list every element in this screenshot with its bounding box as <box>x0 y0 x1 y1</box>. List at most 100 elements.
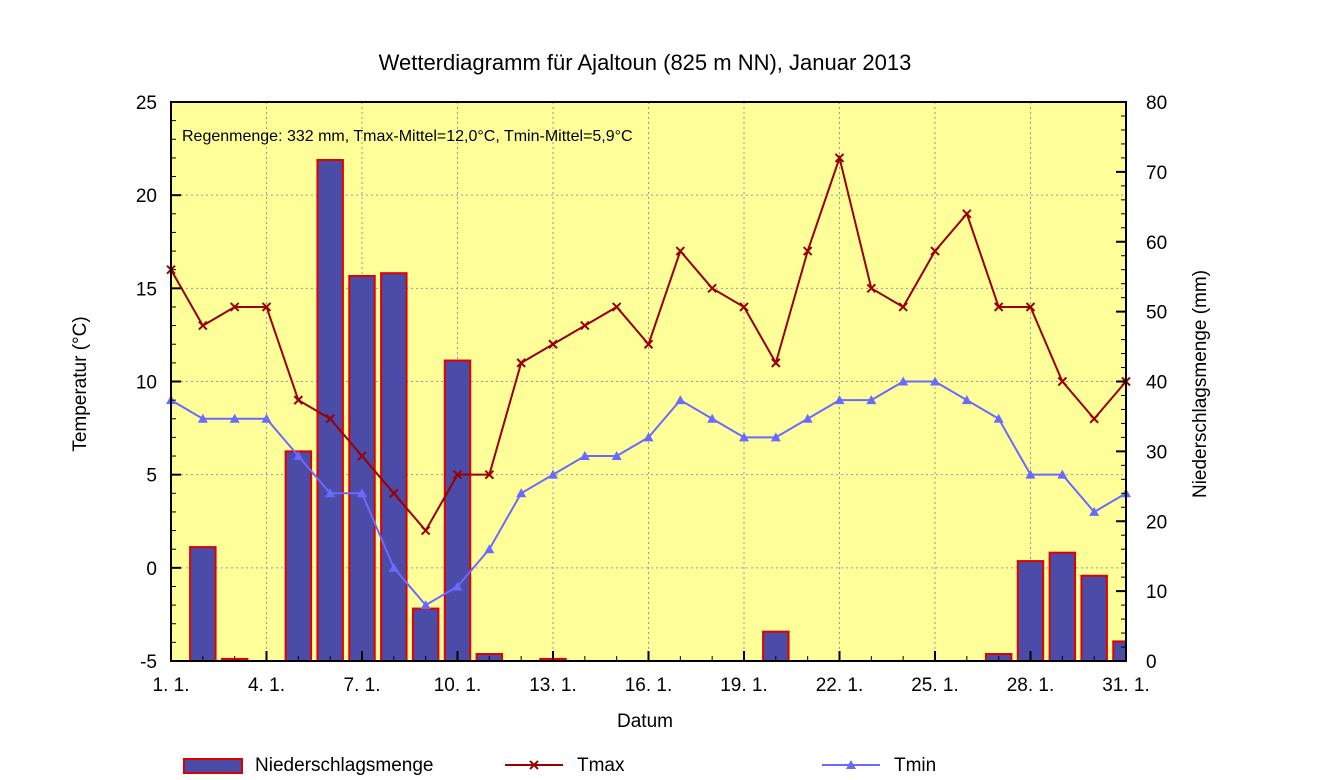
tmax-point-day-7 <box>357 451 367 461</box>
x-tick-label: 10. 1. <box>434 675 482 696</box>
x-tick-label: 28. 1. <box>1007 675 1055 696</box>
tmax-point-day-20 <box>771 358 781 368</box>
tmin-point-day-7 <box>357 488 367 498</box>
tmin-point-day-11 <box>484 544 495 554</box>
y-right-tick-label: 70 <box>1146 163 1167 184</box>
axis-tick-labels: -5 0 5 10 15 20 25 0 10 20 30 40 50 60 70 80 1. 1. 4. 1. 7… <box>136 93 1167 696</box>
tmin-point-day-5 <box>293 451 304 461</box>
y-left-tick-label: 25 <box>136 93 157 114</box>
y-right-tick-label: 30 <box>1146 442 1167 463</box>
tmin-point-day-23 <box>866 395 877 405</box>
tmax-point-day-18 <box>707 283 717 294</box>
legend-label-precipitation: Niederschlagsmenge <box>255 755 434 776</box>
tmin-point-day-26 <box>961 395 972 405</box>
x-tick-label: 22. 1. <box>816 675 864 696</box>
precipitation-bars <box>189 158 1128 663</box>
tmin-point-day-15 <box>611 451 622 461</box>
tmin-point-day-9 <box>420 600 431 610</box>
precip-bar-day-7 <box>348 274 376 662</box>
y-right-tick-label: 0 <box>1146 652 1157 673</box>
tmax-point-day-5 <box>293 395 304 405</box>
tmax-point-day-30 <box>1089 414 1099 424</box>
tmax-point-day-27 <box>993 302 1004 312</box>
tmax-point-day-9 <box>420 525 431 536</box>
x-tick-label: 31. 1. <box>1102 675 1150 696</box>
stats-annotation: Regenmenge: 332 mm, Tmax-Mittel=12,0°C, … <box>182 128 633 145</box>
y-left-tick-label: -5 <box>140 652 157 673</box>
y-left-tick-label: 20 <box>136 186 157 207</box>
tmin-point-day-16 <box>643 432 654 442</box>
precip-bar-day-2 <box>189 546 217 663</box>
chart-title: Wetterdiagramm für Ajaltoun (825 m NN), … <box>379 50 912 75</box>
tmin-point-day-6 <box>325 488 336 498</box>
legend-label-tmax: Tmax <box>577 755 625 776</box>
tmin-point-day-27 <box>993 413 1004 423</box>
y-left-tick-label: 5 <box>146 466 157 487</box>
x-tick-label: 4. 1. <box>248 675 285 696</box>
precip-bar-day-5 <box>284 450 313 662</box>
tmin-point-day-30 <box>1089 506 1100 516</box>
tmin-point-day-3 <box>229 413 240 423</box>
tmin-point-day-18 <box>707 413 718 423</box>
tmin-point-day-22 <box>834 395 845 405</box>
precip-bar-day-9 <box>411 607 440 662</box>
tmin-point-day-17 <box>675 395 686 405</box>
y-axis-label-right: Niederschlagsmenge (mm) <box>1190 270 1211 498</box>
tmin-point-day-10 <box>452 581 463 591</box>
tmin-point-day-2 <box>197 413 208 423</box>
y-right-tick-label: 80 <box>1146 93 1167 114</box>
tmax-point-day-21 <box>802 246 813 256</box>
x-tick-label: 25. 1. <box>911 675 959 696</box>
tmax-point-day-14 <box>580 320 590 331</box>
precip-bar-day-8 <box>380 272 408 662</box>
precip-bar-day-29 <box>1048 551 1077 662</box>
tmin-point-day-13 <box>548 469 558 479</box>
tmax-point-day-4 <box>261 302 272 312</box>
precip-bar-day-30 <box>1080 574 1108 662</box>
legend-label-tmin: Tmin <box>894 755 936 776</box>
tmax-point-day-25 <box>930 246 940 256</box>
y-right-tick-label: 60 <box>1146 233 1167 254</box>
tmax-point-day-13 <box>548 339 558 349</box>
x-tick-label: 19. 1. <box>720 675 768 696</box>
tmin-point-day-21 <box>802 413 813 423</box>
x-tick-label: 7. 1. <box>344 675 381 696</box>
x-tick-label: 13. 1. <box>529 675 577 696</box>
tmin-point-day-24 <box>898 376 909 386</box>
tmin-point-day-25 <box>930 376 940 386</box>
tmax-point-day-6 <box>325 414 335 424</box>
y-right-tick-label: 20 <box>1146 512 1167 533</box>
tmax-point-day-8 <box>389 488 399 499</box>
legend-marker-tmin <box>846 760 856 769</box>
tmax-point-day-22 <box>834 153 845 163</box>
y-right-tick-label: 10 <box>1146 582 1167 603</box>
tmax-point-day-23 <box>866 283 877 294</box>
tmax-point-day-3 <box>229 302 240 312</box>
tmax-point-day-10 <box>452 469 463 480</box>
x-axis-label: Datum <box>617 711 673 732</box>
tmin-point-day-29 <box>1057 469 1068 479</box>
y-right-tick-label: 40 <box>1146 373 1167 394</box>
tmin-point-day-4 <box>261 413 272 423</box>
tmax-point-day-16 <box>643 339 654 349</box>
tmin-point-day-19 <box>739 432 749 442</box>
tmax-point-day-12 <box>516 358 526 368</box>
y-axis-label-left: Temperatur (°C) <box>70 316 91 451</box>
y-right-tick-label: 50 <box>1146 303 1167 324</box>
tmax-point-day-24 <box>898 302 908 312</box>
tmax-point-day-28 <box>1025 302 1036 312</box>
tmax-point-day-19 <box>739 302 749 312</box>
x-tick-label: 16. 1. <box>625 675 673 696</box>
temperature-lines <box>166 153 1131 610</box>
tmax-point-day-26 <box>962 209 972 219</box>
y-left-tick-label: 15 <box>136 279 157 300</box>
legend-marker-tmax <box>529 760 539 770</box>
tmin-point-day-20 <box>770 432 781 442</box>
axis-ticks <box>170 101 1127 662</box>
y-left-tick-label: 10 <box>136 373 157 394</box>
tmin-point-day-14 <box>579 451 590 461</box>
tmax-point-day-11 <box>484 469 495 480</box>
precip-bar-day-31 <box>1112 640 1128 662</box>
precip-bar-day-28 <box>1016 560 1045 662</box>
